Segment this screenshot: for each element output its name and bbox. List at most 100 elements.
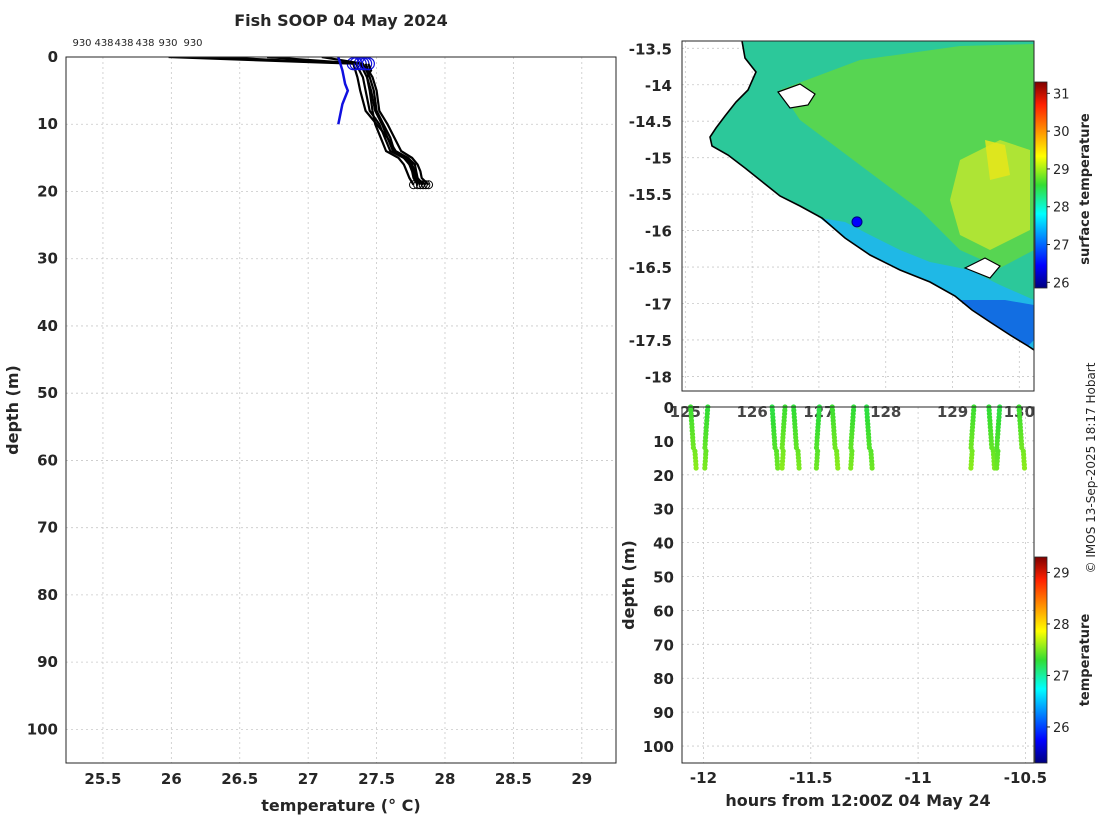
profile-end-marker [409, 180, 419, 190]
temperature-profile-line [212, 57, 419, 186]
profile-start-marker [361, 57, 375, 71]
map-y-tick-label: -14.5 [629, 113, 672, 131]
credit-text: © IMOS 13-Sep-2025 18:17 Hobart [1084, 362, 1098, 573]
depth-time-point [775, 465, 781, 471]
coldest-coastal-water [960, 300, 1034, 346]
br-x-tick-label: -12 [690, 769, 717, 787]
left-x-tick-label: 26.5 [221, 770, 258, 788]
left-series [168, 57, 434, 190]
depth-time-point [968, 465, 974, 471]
depth-time-point [1021, 465, 1028, 471]
profile-end-marker [415, 180, 425, 190]
sst-colorbar-tick-label: 27 [1053, 239, 1070, 254]
br-y-tick-label: 0 [664, 399, 674, 417]
br-y-tick-label: 30 [653, 501, 674, 519]
sst-colorbar-tick-label: 30 [1053, 125, 1070, 140]
br-y-tick-label: 50 [653, 569, 674, 587]
temperature-colorbar-tick-label: 29 [1053, 566, 1070, 581]
bottom-right-y-ticks: 0 10 20 30 40 50 60 70 80 90 100 [643, 399, 674, 756]
left-x-tick-label: 27 [298, 770, 319, 788]
sst-colorbar-tick-label: 29 [1053, 163, 1070, 178]
depth-time-point [693, 465, 699, 471]
left-x-label: temperature (° C) [261, 796, 420, 815]
left-chart-title: Fish SOOP 04 May 2024 [234, 11, 448, 30]
temperature-profile-line [267, 57, 415, 186]
left-y-tick-label: 0 [48, 48, 58, 66]
top-label: 438 [94, 38, 113, 49]
left-x-tick-label: 26 [161, 770, 182, 788]
map-y-tick-label: -15 [645, 150, 672, 168]
gulf-outline [963, 257, 1001, 279]
depth-time-point [702, 465, 708, 471]
temperature-colorbar-tick-label: 26 [1053, 721, 1070, 736]
br-x-tick-label: -11.5 [789, 769, 832, 787]
map-y-ticks: -13.5 -14 -14.5 -15 -15.5 -16 -16.5 -17 -17.5 -18 [629, 40, 672, 386]
reference-profile-line [337, 57, 350, 125]
map-y-tick-label: -17 [645, 296, 672, 314]
top-label: 438 [135, 38, 154, 49]
sst-colorbar-label: surface temperature [1078, 113, 1093, 265]
top-label: 930 [72, 38, 91, 49]
bottom-right-axes-box [681, 406, 1035, 764]
map-y-tick-label: -16.5 [629, 259, 672, 277]
left-y-tick-label: 80 [37, 586, 58, 604]
bottom-right-points [688, 404, 1028, 471]
bottom-right-grid [682, 406, 1034, 763]
depth-time-point [779, 465, 785, 471]
top-labels: 930 438 438 438 930 930 [72, 38, 202, 49]
left-x-tick-label: 28 [435, 770, 456, 788]
br-y-tick-label: 10 [653, 433, 674, 451]
sst-colorbar-tick-label: 31 [1053, 87, 1070, 102]
map-y-tick-label: -17.5 [629, 332, 672, 350]
map-x-tick-label: 128 [870, 403, 901, 421]
temperature-profile-line [364, 63, 430, 186]
top-label: 438 [114, 38, 133, 49]
map-x-tick-label: 129 [937, 403, 968, 421]
left-x-ticks: 25.5 26 26.5 27 27.5 28 28.5 29 [84, 770, 592, 788]
left-y-tick-label: 30 [37, 250, 58, 268]
depth-time-point [796, 465, 802, 471]
left-y-tick-label: 10 [37, 115, 58, 133]
map-axes-box [681, 40, 1035, 392]
bottom-right-x-label: hours from 12:00Z 04 May 24 [725, 791, 990, 810]
left-x-tick-label: 27.5 [358, 770, 395, 788]
left-y-tick-label: 20 [37, 182, 58, 200]
left-y-ticks: 0 10 20 30 40 50 60 70 80 90 100 [27, 48, 58, 738]
br-y-tick-label: 70 [653, 636, 674, 654]
depth-time-point [835, 465, 841, 471]
sst-colorbar-ticks: 26 27 28 29 30 31 [1047, 87, 1070, 291]
left-y-tick-label: 70 [37, 519, 58, 537]
hot-spot [985, 140, 1010, 180]
br-y-tick-label: 80 [653, 670, 674, 688]
depth-time-point [869, 465, 875, 471]
temperature-colorbar-tick-label: 28 [1053, 618, 1070, 633]
temperature-profile-line [321, 57, 427, 186]
left-y-tick-label: 50 [37, 384, 58, 402]
warmest-water-area [950, 140, 1030, 250]
map-x-tick-label: 125 [670, 403, 701, 421]
map-y-tick-label: -14 [645, 77, 672, 95]
sst-colorbar-tick-label: 28 [1053, 201, 1070, 216]
left-y-tick-label: 40 [37, 317, 58, 335]
coastline [709, 41, 1034, 351]
br-y-tick-label: 60 [653, 602, 674, 620]
left-y-tick-label: 100 [27, 720, 58, 738]
map-x-tick-label: 126 [736, 403, 767, 421]
map-y-tick-label: -16 [645, 223, 672, 241]
temperature-colorbar [1034, 556, 1048, 764]
cool-coastal-water [820, 218, 1034, 350]
br-y-tick-label: 40 [653, 535, 674, 553]
left-y-tick-label: 90 [37, 653, 58, 671]
br-x-tick-label: -11 [905, 769, 932, 787]
left-axes-box [65, 56, 617, 764]
ship-position-marker [851, 216, 863, 228]
temperature-colorbar-tick-label: 27 [1053, 669, 1070, 684]
map-field [682, 41, 1034, 351]
sst-colorbar-tick-label: 26 [1053, 276, 1070, 291]
top-label: 930 [183, 38, 202, 49]
map-y-tick-label: -18 [645, 368, 672, 386]
sst-colorbar [1034, 81, 1048, 289]
temperature-colorbar-ticks: 26 27 28 29 [1047, 566, 1070, 736]
bottom-right-y-label: depth (m) [619, 540, 638, 630]
left-y-label: depth (m) [3, 365, 22, 455]
